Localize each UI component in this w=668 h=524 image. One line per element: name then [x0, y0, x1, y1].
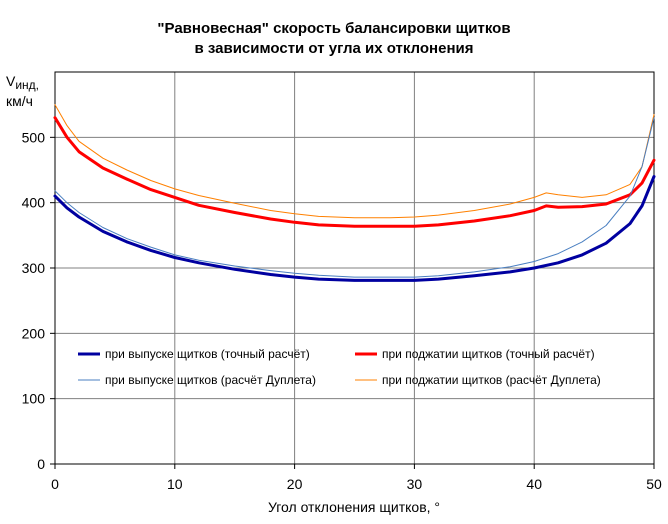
x-tick-label: 0 — [51, 476, 59, 492]
chart-title-line-2: в зависимости от угла их отклонения — [195, 40, 474, 57]
y-axis-label-sub: инд, — [15, 78, 39, 92]
x-tick-label: 30 — [407, 476, 423, 492]
series-line-1 — [53, 175, 656, 282]
chart-title-line-1: "Равновесная" скорость балансировки щитк… — [157, 20, 510, 37]
legend: при выпуске щитков (точный расчёт) при по… — [78, 347, 601, 387]
legend-label-3: при выпуске щитков (расчёт Дуплета) — [105, 373, 316, 387]
y-tick-label: 0 — [37, 456, 45, 472]
y-tick-label: 400 — [22, 195, 46, 211]
legend-label-4: при поджатии щитков (расчёт Дуплета) — [382, 373, 601, 387]
y-tick-label: 500 — [22, 129, 46, 145]
legend-label-2: при поджатии щитков (точный расчёт) — [382, 347, 595, 361]
y-tick-label: 300 — [22, 260, 46, 276]
x-tick-label: 40 — [526, 476, 542, 492]
x-tick-label: 20 — [287, 476, 303, 492]
legend-label-1: при выпуске щитков (точный расчёт) — [105, 347, 310, 361]
x-tick-label: 10 — [167, 476, 183, 492]
y-axis-label-v: V — [6, 73, 16, 89]
y-tick-label: 200 — [22, 325, 46, 341]
x-axis-label: Угол отклонения щитков, ° — [268, 499, 440, 515]
x-tick-label: 50 — [646, 476, 662, 492]
series-line-3 — [54, 117, 655, 278]
series-line-4 — [54, 104, 655, 219]
y-axis-unit: км/ч — [6, 93, 33, 109]
grid — [55, 72, 654, 464]
y-axis-label: Vинд, — [6, 73, 39, 92]
series-line-2 — [53, 116, 656, 228]
series-group — [53, 104, 656, 282]
y-tick-label: 100 — [22, 391, 46, 407]
